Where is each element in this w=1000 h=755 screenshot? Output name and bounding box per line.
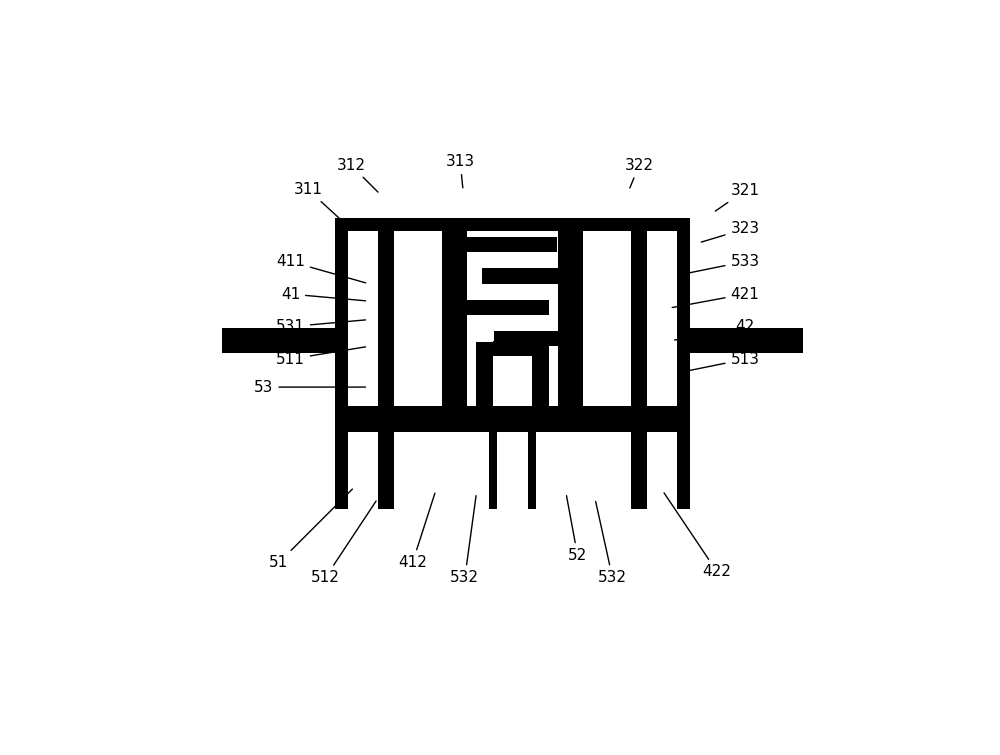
Text: 53: 53 xyxy=(254,380,366,395)
Bar xyxy=(467,300,549,315)
Bar xyxy=(378,419,394,509)
Text: 41: 41 xyxy=(281,287,366,301)
Text: 42: 42 xyxy=(675,319,755,340)
Text: 422: 422 xyxy=(664,493,732,579)
Bar xyxy=(348,218,442,406)
Text: 411: 411 xyxy=(276,254,366,283)
Bar xyxy=(571,218,690,419)
Bar xyxy=(335,218,690,231)
Text: 531: 531 xyxy=(276,319,366,334)
Bar xyxy=(467,237,557,252)
Text: 511: 511 xyxy=(276,347,366,367)
Text: 323: 323 xyxy=(701,221,760,242)
Bar xyxy=(454,218,467,419)
Bar xyxy=(335,218,454,419)
Text: 412: 412 xyxy=(398,493,435,570)
Bar xyxy=(335,419,690,509)
Text: 312: 312 xyxy=(336,158,378,192)
Bar xyxy=(631,419,647,509)
Text: 421: 421 xyxy=(672,287,759,307)
Text: 311: 311 xyxy=(293,182,349,227)
Text: 51: 51 xyxy=(269,489,352,570)
Text: 52: 52 xyxy=(566,495,587,563)
Bar xyxy=(494,331,558,347)
Text: 512: 512 xyxy=(311,501,376,585)
Text: 321: 321 xyxy=(715,183,760,211)
Bar xyxy=(558,218,571,419)
Bar xyxy=(506,356,532,406)
Bar xyxy=(493,341,532,351)
Text: 532: 532 xyxy=(596,501,627,585)
Bar xyxy=(348,432,677,509)
Bar xyxy=(489,419,497,509)
Bar xyxy=(506,342,549,406)
Bar xyxy=(454,406,571,419)
Bar xyxy=(454,218,571,419)
Bar xyxy=(378,218,394,406)
Bar xyxy=(528,419,536,509)
Bar xyxy=(583,218,677,406)
Bar xyxy=(631,218,647,406)
Text: 532: 532 xyxy=(450,495,479,585)
Bar xyxy=(493,356,519,406)
Text: 513: 513 xyxy=(679,352,760,372)
Text: 533: 533 xyxy=(679,254,760,275)
Bar xyxy=(476,342,519,406)
Bar xyxy=(690,328,803,353)
Bar xyxy=(222,328,335,353)
Text: 313: 313 xyxy=(446,154,475,188)
Text: 322: 322 xyxy=(625,158,654,188)
Bar xyxy=(482,269,558,284)
